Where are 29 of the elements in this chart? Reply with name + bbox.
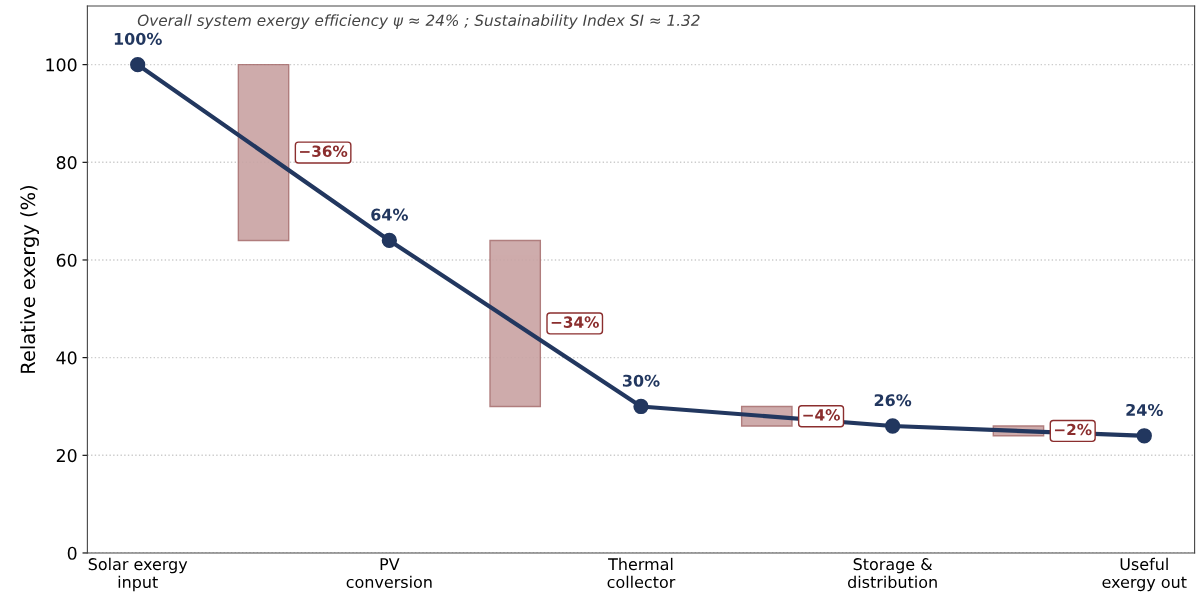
point — [884, 418, 901, 434]
x-tick-label: Solar exergy input — [88, 557, 188, 592]
annotation: −2% — [1054, 423, 1092, 436]
point — [1136, 428, 1152, 444]
data-label: 64% — [371, 208, 408, 221]
data-label: 30% — [622, 374, 660, 387]
annotation: −4% — [803, 409, 840, 421]
y-tick-label: 100 — [46, 58, 77, 72]
y-tick-label: 20 — [56, 449, 77, 463]
data-label: 24% — [1126, 403, 1163, 417]
data-label: 26% — [874, 394, 912, 407]
x-tick-label: Useful exergy out — [1102, 557, 1187, 592]
point — [381, 232, 397, 249]
bar — [237, 63, 290, 242]
y-tick-label: 0 — [67, 546, 77, 560]
annotation: −36% — [300, 145, 348, 157]
y-tick-label: 80 — [56, 156, 77, 170]
annotation: Overall system exergy efficiency ψ ≈ 24% ; Sustainability Index SI ≈ 1.32 — [137, 14, 700, 30]
x-tick-label: Storage & distribution — [848, 558, 937, 589]
x-tick-label: PV conversion — [346, 558, 432, 589]
annotation: −34% — [551, 316, 599, 328]
y-tick-label: 60 — [56, 253, 77, 267]
point — [633, 398, 649, 415]
data-label: 100% — [114, 32, 162, 45]
x-tick-label: Thermal collector — [607, 557, 676, 589]
y-axis-title: Relative exergy (%) — [20, 185, 39, 373]
bar — [489, 239, 542, 408]
point — [130, 57, 146, 73]
y-tick-label: 40 — [56, 351, 77, 365]
